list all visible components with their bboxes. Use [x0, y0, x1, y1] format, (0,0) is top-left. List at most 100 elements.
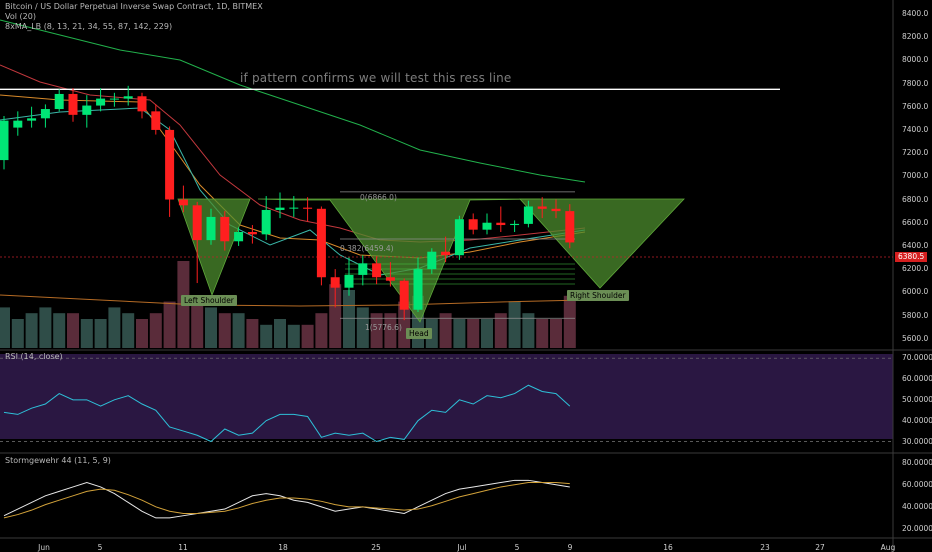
left-shoulder-label[interactable]: Left Shoulder	[181, 295, 237, 306]
rsi-line	[3, 384, 571, 443]
volume-bar	[218, 313, 231, 348]
candle-body	[303, 207, 313, 209]
volume-bar	[453, 319, 466, 348]
candle-body	[385, 277, 395, 281]
volume-bar	[315, 313, 328, 348]
volume-bar	[301, 324, 314, 348]
time-tick: 18	[278, 543, 288, 552]
rsi-band	[0, 354, 893, 439]
price-tick: 7400.0	[902, 124, 929, 134]
volume-legend[interactable]: Vol (20)	[5, 12, 36, 21]
price-tick: 5600.0	[902, 333, 929, 343]
volume-bar	[287, 324, 300, 348]
volume-bar	[94, 319, 107, 348]
ma-line	[0, 294, 586, 307]
volume-bar	[494, 313, 507, 348]
head-label[interactable]: Head	[406, 328, 432, 339]
candle-body	[496, 222, 506, 226]
volume-bar	[191, 295, 204, 348]
rsi-legend[interactable]: RSI (14, close)	[5, 352, 63, 361]
volume-bar	[122, 313, 135, 348]
candle-body	[192, 205, 202, 241]
price-tick: 5800.0	[902, 310, 929, 320]
time-tick: 5	[514, 543, 520, 552]
candle-body	[482, 222, 492, 230]
volume-bar	[481, 319, 493, 348]
candle-body	[275, 207, 285, 210]
volume-bar	[67, 313, 79, 348]
candle-body	[372, 263, 382, 278]
rsi-tick: 70.0000	[902, 353, 932, 363]
candle-body	[165, 129, 175, 200]
volume-bar	[384, 313, 397, 348]
candle-body	[220, 216, 230, 242]
volume-bar	[563, 295, 576, 348]
volume-bar	[508, 301, 521, 348]
volume-bar	[53, 313, 66, 348]
candle-body	[178, 199, 188, 206]
volume-bar	[370, 313, 383, 348]
candle-body	[27, 118, 37, 121]
volume-bar	[329, 284, 342, 348]
storm-slow-line	[3, 482, 570, 519]
time-tick: Aug	[880, 543, 896, 552]
price-tick: 6800.0	[902, 194, 929, 204]
storm-legend[interactable]: Stormgewehr 44 (11, 5, 9)	[5, 456, 111, 465]
time-tick: 27	[815, 543, 825, 552]
price-tick: 6400.0	[902, 240, 929, 250]
volume-bar	[0, 307, 10, 348]
candle-body	[537, 206, 547, 209]
time-tick: 11	[178, 543, 188, 552]
storm-tick: 20.0000	[902, 523, 932, 533]
volume-bar	[39, 307, 52, 348]
candle-body	[151, 111, 161, 130]
candle-body	[454, 219, 464, 256]
candle-body	[551, 208, 561, 212]
candle-body	[137, 96, 147, 112]
price-tick: 6600.0	[902, 217, 929, 227]
right-shoulder-label[interactable]: Right Shoulder	[567, 290, 629, 301]
volume-bar	[425, 319, 438, 348]
volume-bar	[232, 313, 245, 348]
time-tick: 9	[567, 543, 573, 552]
chart-title: Bitcoin / US Dollar Perpetual Inverse Sw…	[5, 2, 263, 11]
rsi-tick: 40.0000	[902, 415, 932, 425]
candle-body	[413, 269, 423, 310]
price-tick: 8200.0	[902, 32, 929, 42]
candle-body	[468, 219, 478, 230]
time-tick: Jul	[457, 543, 467, 552]
volume-bar	[536, 319, 549, 348]
candle-body	[261, 209, 271, 235]
price-tick: 8400.0	[902, 8, 929, 18]
fib-level-0: 0(6866.0)	[360, 193, 397, 202]
volume-bar	[163, 301, 176, 348]
price-tick: 7200.0	[902, 148, 929, 158]
volume-bar	[260, 324, 273, 348]
candle-body	[96, 98, 106, 106]
volume-bar	[343, 290, 355, 348]
candle-body	[234, 232, 244, 242]
fib-level-382: 0.382(6459.4)	[340, 244, 394, 253]
volume-bar	[274, 319, 286, 348]
candle-body	[441, 251, 451, 256]
candle-body	[330, 277, 340, 288]
storm-tick: 40.0000	[902, 501, 932, 511]
last-price-tag: 6380.5	[895, 252, 928, 262]
time-tick: 5	[97, 543, 103, 552]
volume-bar	[205, 307, 217, 348]
price-tick: 8000.0	[902, 55, 929, 65]
time-tick: Jun	[38, 543, 50, 552]
candle-body	[358, 263, 368, 275]
resistance-annotation[interactable]: if pattern confirms we will test this re…	[240, 71, 512, 85]
volume-bar	[136, 319, 148, 348]
candle-body	[289, 207, 299, 209]
ma-legend[interactable]: 8xMA_LB (8, 13, 21, 34, 55, 87, 142, 229…	[5, 22, 173, 31]
candle-body	[206, 216, 216, 241]
volume-bar	[439, 313, 452, 348]
volume-bar	[80, 319, 93, 348]
candle-body	[344, 274, 354, 288]
volume-bar	[149, 313, 162, 348]
price-tick: 7000.0	[902, 171, 929, 181]
